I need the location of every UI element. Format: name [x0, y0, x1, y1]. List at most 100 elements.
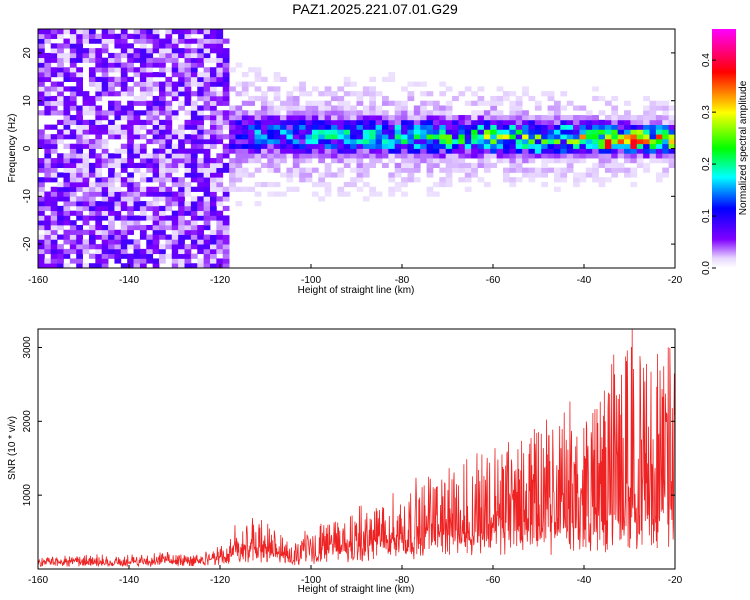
- heatmap-cell: [171, 210, 179, 216]
- heatmap-cell: [127, 105, 134, 111]
- heatmap-cell: [407, 91, 415, 97]
- heatmap-cell: [464, 148, 472, 154]
- heatmap-cell: [318, 110, 326, 116]
- heatmap-cell: [95, 119, 103, 125]
- heatmap-cell: [152, 224, 160, 231]
- heatmap-cell: [515, 148, 523, 154]
- heatmap-cell: [216, 172, 224, 178]
- heatmap-cell: [69, 258, 77, 264]
- heatmap-cell: [63, 177, 71, 183]
- heatmap-cell: [515, 119, 523, 125]
- heatmap-cell: [598, 134, 606, 140]
- heatmap-cell: [598, 129, 606, 135]
- heatmap-cell: [553, 167, 561, 173]
- heatmap-cell: [668, 143, 675, 149]
- heatmap-cell: [63, 76, 71, 82]
- heatmap-cell: [69, 244, 77, 250]
- heatmap-cell: [553, 119, 561, 125]
- heatmap-cell: [356, 100, 364, 106]
- heatmap-cell: [432, 129, 440, 135]
- heatmap-cell: [209, 158, 217, 164]
- heatmap-cell: [63, 124, 71, 130]
- heatmap-cell: [216, 138, 224, 145]
- heatmap-cell: [362, 129, 370, 135]
- heatmap-cell: [318, 143, 326, 149]
- heatmap-cell: [50, 100, 58, 106]
- heatmap-cell: [44, 52, 52, 59]
- heatmap-cell: [127, 62, 134, 68]
- heatmap-cell: [394, 143, 402, 149]
- heatmap-cell: [401, 129, 408, 135]
- heatmap-cell: [178, 134, 185, 140]
- heatmap-cell: [82, 52, 90, 59]
- heatmap-cell: [477, 153, 485, 159]
- heatmap-cell: [407, 172, 415, 178]
- heatmap-cell: [553, 143, 561, 149]
- heatmap-cell: [57, 52, 64, 59]
- heatmap-cell: [114, 162, 122, 169]
- heatmap-cell: [133, 119, 141, 125]
- heatmap-cell: [299, 143, 306, 149]
- heatmap-cell: [369, 124, 377, 130]
- heatmap-cell: [44, 105, 52, 111]
- heatmap-cell: [394, 186, 402, 192]
- heatmap-cell: [522, 115, 529, 121]
- heatmap-cell: [76, 86, 83, 92]
- heatmap-cell: [464, 124, 472, 130]
- heatmap-cell: [458, 134, 466, 140]
- heatmap-cell: [190, 48, 198, 54]
- heatmap-cell: [152, 119, 160, 125]
- heatmap-cell: [82, 119, 90, 125]
- heatmap-cell: [362, 124, 370, 130]
- heatmap-cell: [541, 138, 548, 145]
- heatmap-cell: [477, 100, 485, 106]
- heatmap-cell: [44, 57, 52, 63]
- heatmap-cell: [643, 129, 650, 135]
- heatmap-cell: [235, 91, 243, 97]
- heatmap-cell: [350, 148, 357, 154]
- heatmap-cell: [133, 253, 141, 259]
- heatmap-cell: [165, 162, 173, 169]
- heatmap-cell: [184, 263, 192, 268]
- heatmap-cell: [63, 105, 71, 111]
- heatmap-cell: [146, 201, 154, 207]
- heatmap-cell: [57, 210, 64, 216]
- heatmap-cell: [190, 110, 198, 116]
- heatmap-cell: [38, 57, 45, 63]
- heatmap-cell: [165, 91, 173, 97]
- heatmap-cell: [585, 138, 593, 145]
- heatmap-cell: [369, 129, 377, 135]
- heatmap-cell: [343, 191, 351, 197]
- heatmap-cell: [190, 148, 198, 154]
- heatmap-cell: [133, 124, 141, 130]
- heatmap-cell: [133, 191, 141, 197]
- snr-x-tick-label: -60: [486, 575, 501, 586]
- heatmap-cell: [509, 148, 517, 154]
- heatmap-cell: [541, 91, 548, 97]
- heatmap-cell: [159, 158, 166, 164]
- heatmap-cell: [127, 186, 134, 192]
- heatmap-cell: [88, 81, 96, 87]
- heatmap-cell: [407, 158, 415, 164]
- heatmap-cell: [114, 210, 122, 216]
- heatmap-cell: [420, 143, 427, 149]
- heatmap-cell: [38, 138, 45, 145]
- heatmap-cell: [426, 138, 434, 145]
- heatmap-cell: [133, 100, 141, 106]
- heatmap-cell: [120, 196, 128, 202]
- heatmap-cell: [458, 148, 466, 154]
- heatmap-cell: [477, 143, 485, 149]
- heatmap-cell: [222, 196, 230, 202]
- heatmap-cell: [108, 76, 115, 82]
- heatmap-cell: [38, 215, 45, 221]
- heatmap-cell: [439, 181, 447, 188]
- heatmap-cell: [159, 57, 166, 63]
- heatmap-cell: [114, 229, 122, 235]
- heatmap-cell: [267, 162, 275, 169]
- heatmap-cell: [133, 244, 141, 250]
- heatmap-cell: [229, 148, 236, 154]
- heatmap-cell: [76, 29, 83, 35]
- heatmap-cell: [139, 95, 147, 102]
- heatmap-cell: [95, 143, 103, 149]
- heatmap-cell: [82, 167, 90, 173]
